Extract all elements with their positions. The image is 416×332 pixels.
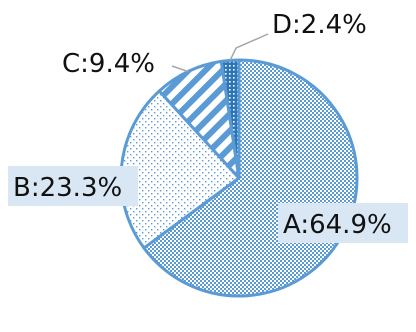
label-group-a: A:64.9% <box>278 203 408 243</box>
label-d: D:2.4% <box>272 10 367 40</box>
pie-slices <box>119 58 359 298</box>
slice-labels: A:64.9% B:23.3% C:9.4% D:2.4% <box>8 10 408 243</box>
leader-lines <box>171 33 269 73</box>
label-group-d: D:2.4% <box>272 10 367 40</box>
label-box-b <box>8 166 138 206</box>
label-group-b: B:23.3% <box>8 166 138 206</box>
label-b: B:23.3% <box>13 173 122 203</box>
leader-line-d <box>229 33 269 61</box>
label-group-c: C:9.4% <box>62 49 155 79</box>
label-c: C:9.4% <box>62 49 155 79</box>
leader-line-c <box>171 65 189 73</box>
slice-d <box>219 58 241 180</box>
label-box-a <box>278 203 408 243</box>
label-a: A:64.9% <box>283 210 392 240</box>
